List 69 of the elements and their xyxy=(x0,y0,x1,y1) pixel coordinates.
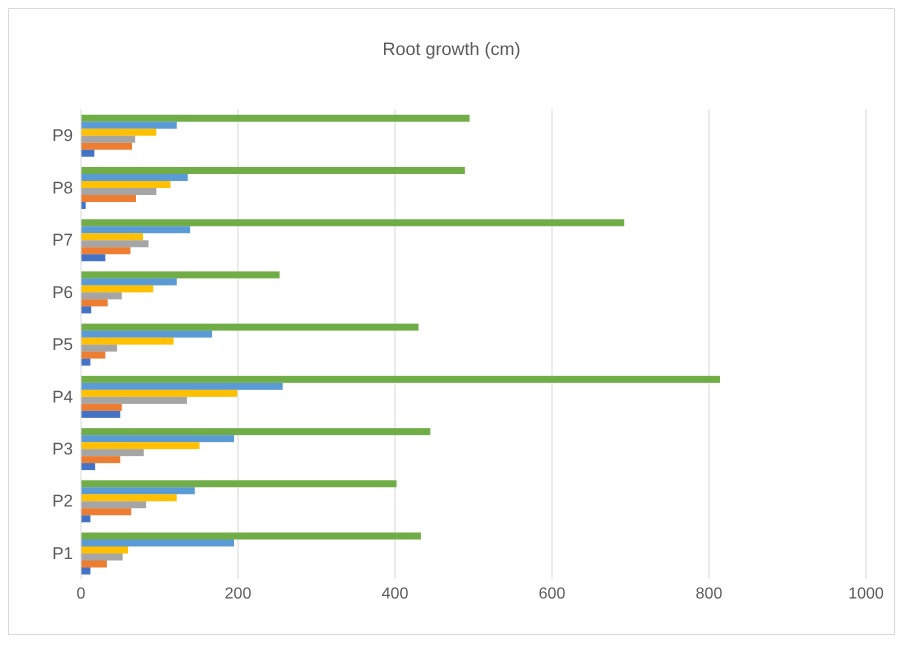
bar xyxy=(81,358,90,366)
bar xyxy=(81,568,90,575)
x-tick-label: 200 xyxy=(224,585,252,602)
bar xyxy=(81,278,177,286)
bar xyxy=(81,150,94,157)
y-tick-label: P7 xyxy=(52,230,73,250)
y-tick-label: P1 xyxy=(52,544,73,563)
y-tick-label: P4 xyxy=(52,387,73,406)
bar xyxy=(81,114,470,122)
bar xyxy=(81,194,136,202)
bar xyxy=(81,456,120,464)
x-tick-label: 0 xyxy=(76,585,86,602)
bar xyxy=(81,247,130,254)
bar xyxy=(81,306,92,314)
bar xyxy=(81,142,132,150)
bar xyxy=(81,449,144,456)
bar xyxy=(81,404,122,411)
bar xyxy=(81,463,96,470)
bar xyxy=(81,554,123,561)
bar xyxy=(81,501,146,508)
y-tick-label: P8 xyxy=(52,178,73,198)
bar xyxy=(81,435,234,442)
bar xyxy=(81,494,177,502)
bar xyxy=(81,532,421,540)
bar xyxy=(81,344,118,352)
bar xyxy=(81,180,170,188)
y-tick-label: P9 xyxy=(52,126,73,146)
bar xyxy=(81,376,720,383)
bar xyxy=(81,136,136,143)
bar xyxy=(81,285,154,292)
y-tick-label: P2 xyxy=(52,492,73,511)
bar xyxy=(81,324,419,331)
bar xyxy=(81,188,156,195)
bar xyxy=(81,382,283,390)
x-tick-label: 1000 xyxy=(848,585,884,602)
bar xyxy=(81,442,200,450)
bar xyxy=(81,338,174,345)
bar xyxy=(81,299,108,306)
bar xyxy=(81,166,465,174)
bar xyxy=(81,254,106,262)
bar xyxy=(81,233,144,240)
bar xyxy=(81,428,430,436)
y-tick-label: P3 xyxy=(52,439,73,458)
x-tick-label: 600 xyxy=(538,585,566,602)
bar xyxy=(81,271,280,278)
bar xyxy=(81,128,156,136)
bar xyxy=(81,352,106,359)
bar xyxy=(81,174,188,181)
bar xyxy=(81,390,238,397)
bar xyxy=(81,122,177,129)
y-tick-label: P6 xyxy=(52,282,73,302)
bar xyxy=(81,480,397,488)
bar xyxy=(81,560,107,568)
x-tick-label: 400 xyxy=(382,585,408,602)
bar xyxy=(81,515,90,522)
bar xyxy=(81,546,128,554)
bar xyxy=(81,219,624,226)
x-tick-label: 800 xyxy=(696,585,722,602)
bar xyxy=(81,508,132,516)
bar xyxy=(81,396,187,404)
chart-title: Root growth (cm) xyxy=(381,38,522,61)
bar xyxy=(81,540,234,547)
bar xyxy=(81,487,195,494)
y-tick-label: P5 xyxy=(52,335,73,354)
bar xyxy=(81,292,122,300)
bar xyxy=(81,410,120,418)
bar xyxy=(81,240,149,248)
bar xyxy=(81,330,212,338)
bar xyxy=(81,226,190,234)
